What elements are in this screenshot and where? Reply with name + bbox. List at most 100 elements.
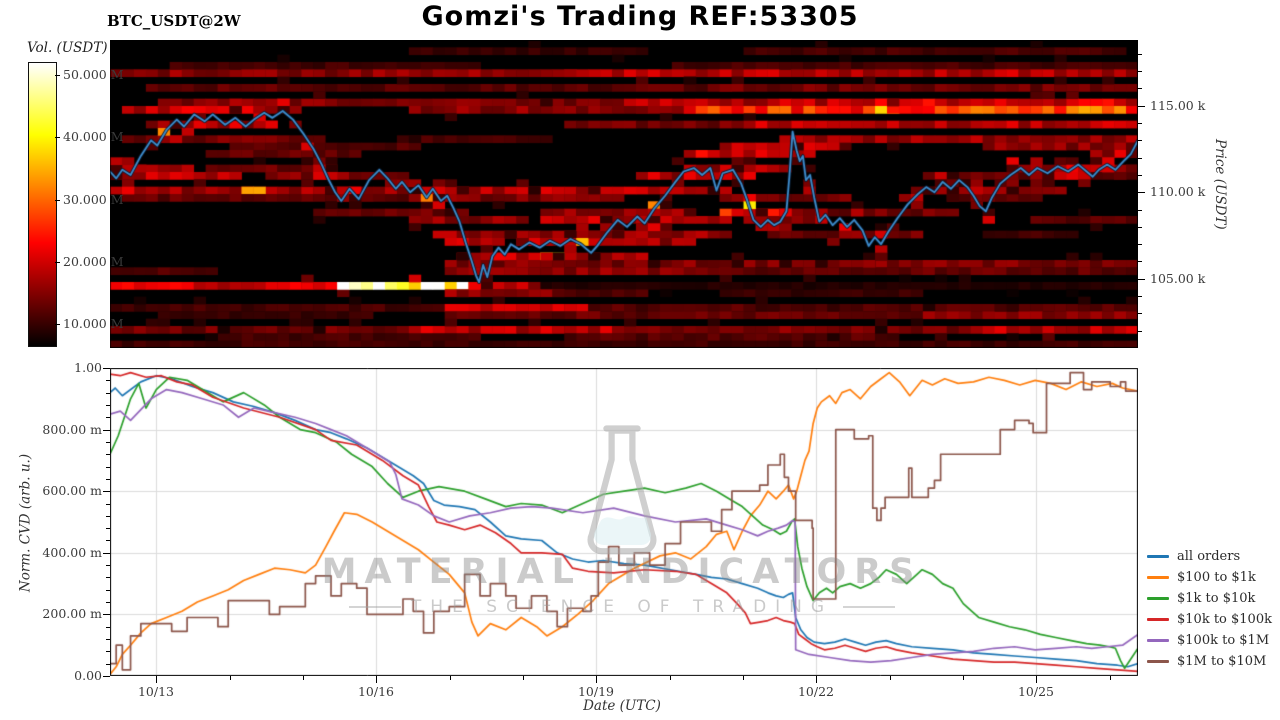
colorbar-tick-label: 20.000 M bbox=[63, 254, 124, 269]
price-tick-label: 110.00 k bbox=[1150, 184, 1206, 199]
legend-item-all-orders: all orders bbox=[1147, 546, 1272, 567]
legend-item--100k-to-1m: $100k to $1M bbox=[1147, 630, 1272, 651]
date-minor-tick bbox=[450, 676, 452, 680]
legend-item-label: $10k to $100k bbox=[1177, 612, 1272, 627]
price-minor-tick bbox=[1138, 175, 1142, 177]
date-axis-label: Date (UTC) bbox=[583, 698, 661, 714]
cvd-major-tick bbox=[103, 491, 110, 493]
colorbar-label: Vol. (USDT) bbox=[27, 40, 108, 56]
cvd-minor-tick bbox=[106, 651, 110, 653]
date-major-tick bbox=[1036, 676, 1038, 683]
cvd-minor-tick bbox=[106, 417, 110, 419]
price-minor-tick bbox=[1138, 210, 1142, 212]
colorbar-tick-mark bbox=[55, 137, 60, 139]
cvd-chart-canvas bbox=[110, 368, 1138, 676]
cvd-major-tick bbox=[103, 614, 110, 616]
colorbar-tick-mark bbox=[55, 262, 60, 264]
date-tick-label: 10/22 bbox=[797, 684, 835, 699]
date-tick-label: 10/13 bbox=[137, 684, 175, 699]
date-major-tick bbox=[156, 676, 158, 683]
colorbar-tick-label: 10.000 M bbox=[63, 316, 124, 331]
price-tick-label: 115.00 k bbox=[1150, 98, 1206, 113]
legend-line-swatch bbox=[1147, 576, 1169, 579]
cvd-major-tick bbox=[103, 430, 110, 432]
colorbar-tick-mark bbox=[55, 200, 60, 202]
price-tick-label: 105.00 k bbox=[1150, 271, 1206, 286]
price-minor-tick bbox=[1138, 158, 1142, 160]
price-axis-label: Price (USDT) bbox=[1212, 139, 1228, 230]
date-major-tick bbox=[376, 676, 378, 683]
legend-item--1m-to-10m: $1M to $10M bbox=[1147, 651, 1272, 672]
price-major-tick bbox=[1138, 279, 1145, 281]
date-minor-tick bbox=[303, 676, 305, 680]
legend-item-label: all orders bbox=[1177, 549, 1241, 564]
cvd-minor-tick bbox=[106, 664, 110, 666]
price-minor-tick bbox=[1138, 54, 1142, 56]
cvd-minor-tick bbox=[106, 528, 110, 530]
price-minor-tick bbox=[1138, 140, 1142, 142]
cvd-tick-label: 0.00 bbox=[74, 668, 102, 683]
cvd-tick-label: 200.00 m bbox=[42, 606, 102, 621]
instrument-label: BTC_USDT@2W bbox=[107, 12, 241, 30]
legend-item--1k-to-10k: $1k to $10k bbox=[1147, 588, 1272, 609]
cvd-major-tick bbox=[103, 676, 110, 678]
colorbar-tick-label: 40.000 M bbox=[63, 129, 124, 144]
cvd-major-tick bbox=[103, 368, 110, 370]
colorbar-tick-mark bbox=[55, 75, 60, 77]
cvd-minor-tick bbox=[106, 467, 110, 469]
colorbar-tick-label: 30.000 M bbox=[63, 192, 124, 207]
colorbar-tick-label: 50.000 M bbox=[63, 67, 124, 82]
date-tick-label: 10/19 bbox=[577, 684, 615, 699]
legend: all orders $100 to $1k $1k to $10k $10k to … bbox=[1147, 546, 1272, 672]
date-minor-tick bbox=[523, 676, 525, 680]
legend-line-swatch bbox=[1147, 597, 1169, 600]
cvd-minor-tick bbox=[106, 627, 110, 629]
cvd-minor-tick bbox=[106, 393, 110, 395]
price-minor-tick bbox=[1138, 331, 1142, 333]
cvd-tick-label: 1.00 bbox=[74, 360, 102, 375]
cvd-minor-tick bbox=[106, 442, 110, 444]
cvd-minor-tick bbox=[106, 479, 110, 481]
cvd-minor-tick bbox=[106, 516, 110, 518]
date-minor-tick bbox=[1110, 676, 1112, 680]
date-minor-tick bbox=[670, 676, 672, 680]
date-tick-label: 10/25 bbox=[1017, 684, 1055, 699]
date-minor-tick bbox=[743, 676, 745, 680]
cvd-minor-tick bbox=[106, 454, 110, 456]
legend-item-label: $100k to $1M bbox=[1177, 633, 1270, 648]
page-title: Gomzi's Trading REF:53305 bbox=[421, 1, 859, 32]
date-major-tick bbox=[816, 676, 818, 683]
price-minor-tick bbox=[1138, 88, 1142, 90]
price-major-tick bbox=[1138, 106, 1145, 108]
legend-item-label: $1k to $10k bbox=[1177, 591, 1256, 606]
date-minor-tick bbox=[230, 676, 232, 680]
volume-colorbar bbox=[28, 62, 57, 347]
price-minor-tick bbox=[1138, 123, 1142, 125]
price-minor-tick bbox=[1138, 296, 1142, 298]
legend-item--10k-to-100k: $10k to $100k bbox=[1147, 609, 1272, 630]
price-volume-heatmap-canvas bbox=[110, 40, 1138, 348]
price-minor-tick bbox=[1138, 71, 1142, 73]
cvd-minor-tick bbox=[106, 639, 110, 641]
price-minor-tick bbox=[1138, 313, 1142, 315]
cvd-tick-label: 400.00 m bbox=[42, 545, 102, 560]
legend-line-swatch bbox=[1147, 639, 1169, 642]
date-minor-tick bbox=[963, 676, 965, 680]
legend-item-label: $100 to $1k bbox=[1177, 570, 1256, 585]
price-minor-tick bbox=[1138, 261, 1142, 263]
cvd-minor-tick bbox=[106, 565, 110, 567]
price-minor-tick bbox=[1138, 244, 1142, 246]
date-major-tick bbox=[596, 676, 598, 683]
cvd-minor-tick bbox=[106, 590, 110, 592]
cvd-axis-label: Norm. CVD (arb. u.) bbox=[17, 453, 34, 593]
colorbar-tick-mark bbox=[55, 324, 60, 326]
cvd-tick-label: 800.00 m bbox=[42, 422, 102, 437]
date-minor-tick bbox=[890, 676, 892, 680]
price-minor-tick bbox=[1138, 227, 1142, 229]
legend-item--100-to-1k: $100 to $1k bbox=[1147, 567, 1272, 588]
cvd-minor-tick bbox=[106, 380, 110, 382]
cvd-major-tick bbox=[103, 553, 110, 555]
cvd-minor-tick bbox=[106, 602, 110, 604]
legend-line-swatch bbox=[1147, 555, 1169, 558]
